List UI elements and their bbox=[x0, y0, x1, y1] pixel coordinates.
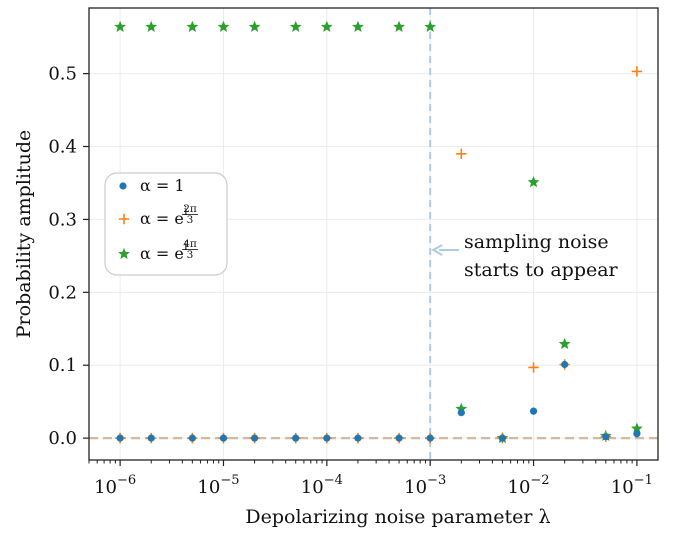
star-data-point bbox=[393, 20, 405, 32]
legend-label: α = ei bbox=[140, 239, 188, 263]
y-tick-label: 0.0 bbox=[48, 428, 77, 449]
axis-ticks bbox=[83, 73, 638, 466]
legend-label: α = ei bbox=[140, 204, 188, 228]
circle-data-point bbox=[426, 434, 434, 442]
circle-data-point bbox=[250, 434, 259, 442]
legend-exp-numerator: 2π bbox=[183, 203, 197, 215]
y-tick-label: 0.5 bbox=[48, 64, 77, 85]
star-data-point bbox=[217, 20, 230, 32]
x-tick-label: 10−3 bbox=[404, 473, 446, 498]
plus-data-point bbox=[528, 362, 539, 373]
plot-frame bbox=[88, 7, 659, 461]
star-data-point bbox=[424, 20, 437, 32]
star-data-point bbox=[527, 176, 540, 188]
circle-data-point bbox=[188, 434, 196, 442]
x-tick-label: 10−1 bbox=[611, 473, 653, 498]
x-tick-label: 10−2 bbox=[508, 473, 550, 498]
y-tick-label: 0.4 bbox=[48, 137, 77, 158]
star-data-point bbox=[558, 337, 571, 350]
circle-data-point bbox=[323, 434, 331, 442]
data-points bbox=[114, 20, 643, 444]
annotation-arrow-head bbox=[431, 244, 443, 256]
legend-star-marker bbox=[118, 247, 130, 260]
legend-exp-denominator: 3 bbox=[187, 249, 194, 261]
legend-exp-numerator: 4π bbox=[183, 238, 197, 250]
x-tick-labels: 10−6 10−5 10−4 10−3 10−2 10−1 bbox=[94, 473, 653, 498]
x-axis-label: Depolarizing noise parameter λ bbox=[245, 506, 550, 528]
reference-lines bbox=[89, 8, 658, 460]
legend-item: α = 1 bbox=[119, 176, 185, 195]
y-tick-label: 0.2 bbox=[48, 282, 77, 303]
circle-data-point bbox=[602, 433, 610, 441]
star-data-point bbox=[289, 20, 302, 32]
circle-data-point bbox=[529, 407, 538, 415]
y-tick-label: 0.3 bbox=[48, 209, 77, 230]
annotation: sampling noise starts to appear bbox=[431, 231, 619, 281]
x-tick-label: 10−4 bbox=[301, 473, 343, 498]
annotation-line-2: starts to appear bbox=[464, 259, 619, 281]
legend-circle-marker bbox=[119, 182, 127, 190]
star-data-point bbox=[114, 20, 127, 32]
star-data-point bbox=[352, 20, 364, 32]
legend-exp-denominator: 3 bbox=[187, 214, 194, 226]
circle-data-point bbox=[457, 409, 465, 417]
star-data-point bbox=[248, 20, 261, 32]
plus-data-point bbox=[631, 66, 643, 77]
circle-data-point bbox=[561, 360, 569, 369]
circle-data-point bbox=[498, 434, 507, 442]
star-data-point bbox=[631, 422, 643, 434]
star-data-point bbox=[145, 20, 158, 32]
circle-data-point bbox=[354, 434, 362, 442]
y-tick-labels: 0.0 0.1 0.2 0.3 0.4 0.5 bbox=[48, 64, 77, 450]
circle-data-point bbox=[116, 434, 124, 442]
circle-data-point bbox=[395, 434, 403, 442]
circle-data-point bbox=[219, 434, 228, 442]
star-data-point bbox=[320, 20, 333, 32]
circle-data-point bbox=[633, 430, 641, 438]
annotation-line-1: sampling noise bbox=[464, 231, 609, 253]
x-tick-label: 10−5 bbox=[197, 473, 239, 498]
star-data-point bbox=[455, 402, 468, 414]
plus-data-point bbox=[456, 148, 467, 160]
circle-data-point bbox=[292, 434, 300, 442]
star-data-point bbox=[186, 20, 199, 32]
y-tick-label: 0.1 bbox=[48, 355, 77, 376]
y-axis-label: Probability amplitude bbox=[13, 130, 35, 339]
circle-data-point bbox=[147, 434, 155, 442]
x-tick-label: 10−6 bbox=[94, 473, 136, 498]
legend-plus-marker bbox=[118, 213, 130, 225]
legend-label: α = 1 bbox=[140, 176, 185, 195]
